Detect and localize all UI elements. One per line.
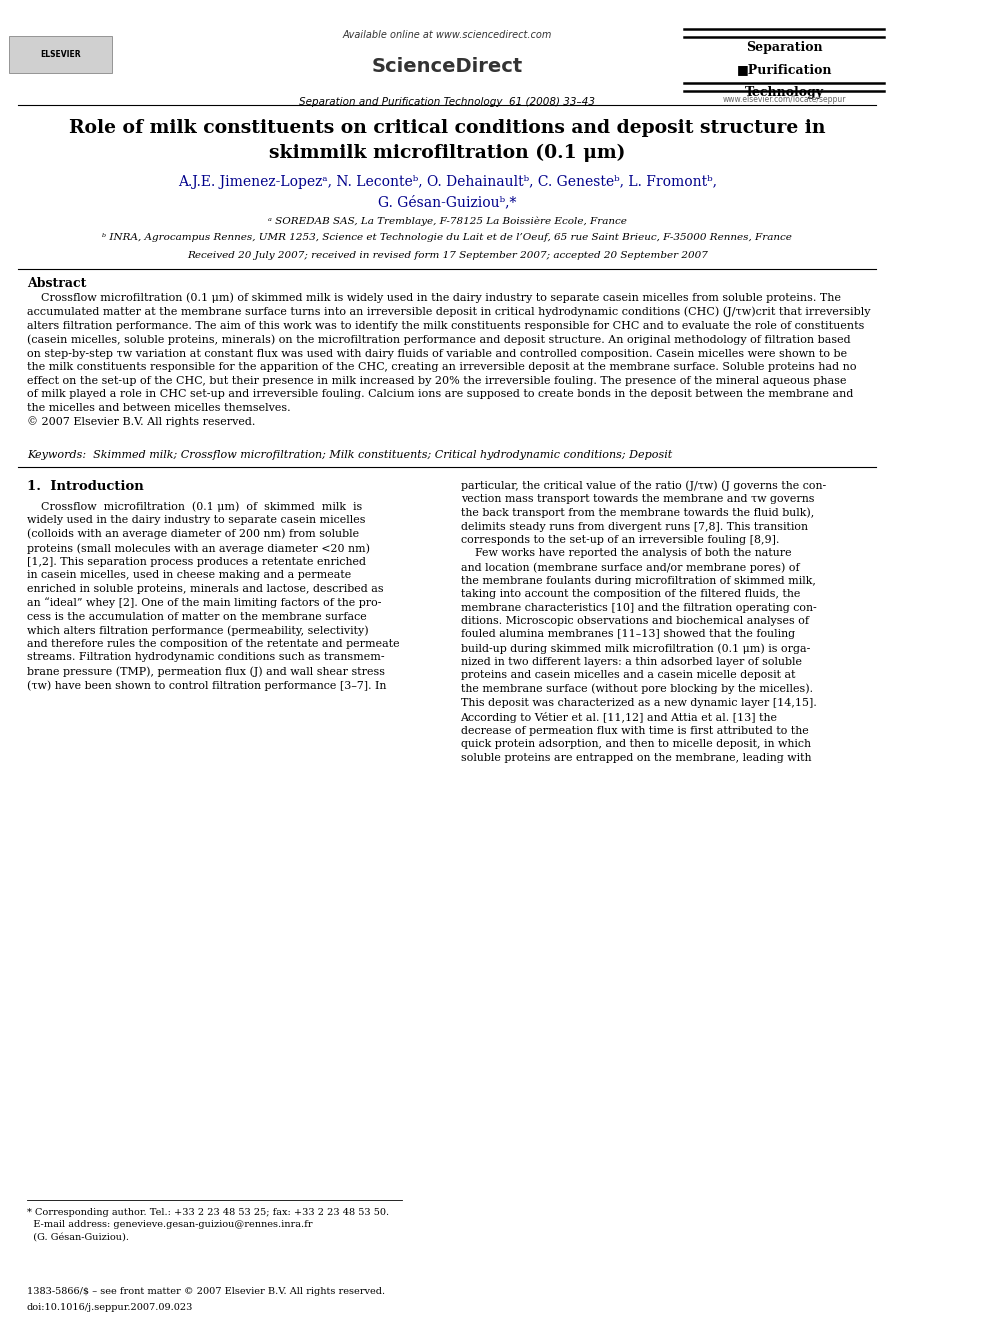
Text: ■Purification: ■Purification — [736, 64, 832, 77]
Text: A.J.E. Jimenez-Lopezᵃ, N. Leconteᵇ, O. Dehainaultᵇ, C. Genesteᵇ, L. Fromontᵇ,
G.: A.J.E. Jimenez-Lopezᵃ, N. Leconteᵇ, O. D… — [178, 175, 716, 209]
Text: 1.  Introduction: 1. Introduction — [27, 480, 144, 493]
Text: ELSEVIER: ELSEVIER — [41, 50, 81, 58]
FancyBboxPatch shape — [9, 36, 112, 73]
Text: www.elsevier.com/locate/seppur: www.elsevier.com/locate/seppur — [722, 95, 846, 105]
Text: Keywords:  Skimmed milk; Crossflow microfiltration; Milk constituents; Critical : Keywords: Skimmed milk; Crossflow microf… — [27, 450, 672, 460]
Text: Received 20 July 2007; received in revised form 17 September 2007; accepted 20 S: Received 20 July 2007; received in revis… — [186, 251, 707, 261]
Text: 1383-5866/$ – see front matter © 2007 Elsevier B.V. All rights reserved.: 1383-5866/$ – see front matter © 2007 El… — [27, 1287, 385, 1297]
Text: doi:10.1016/j.seppur.2007.09.023: doi:10.1016/j.seppur.2007.09.023 — [27, 1303, 193, 1312]
Text: * Corresponding author. Tel.: +33 2 23 48 53 25; fax: +33 2 23 48 53 50.
  E-mai: * Corresponding author. Tel.: +33 2 23 4… — [27, 1208, 389, 1241]
Text: particular, the critical value of the ratio (J/τw) (J governs the con-
vection m: particular, the critical value of the ra… — [460, 480, 825, 762]
Text: Available online at www.sciencedirect.com: Available online at www.sciencedirect.co… — [342, 30, 552, 41]
Text: ᵃ SOREDAB SAS, La Tremblaye, F-78125 La Boissière Ecole, France: ᵃ SOREDAB SAS, La Tremblaye, F-78125 La … — [268, 217, 627, 226]
Text: Crossflow  microfiltration  (0.1 μm)  of  skimmed  milk  is
widely used in the d: Crossflow microfiltration (0.1 μm) of sk… — [27, 501, 400, 691]
Text: Role of milk constituents on critical conditions and deposit structure in
skimmi: Role of milk constituents on critical co… — [68, 119, 825, 163]
Text: Abstract: Abstract — [27, 277, 86, 290]
Text: ᵇ INRA, Agrocampus Rennes, UMR 1253, Science et Technologie du Lait et de l’Oeuf: ᵇ INRA, Agrocampus Rennes, UMR 1253, Sci… — [102, 233, 792, 242]
Text: Crossflow microfiltration (0.1 μm) of skimmed milk is widely used in the dairy i: Crossflow microfiltration (0.1 μm) of sk… — [27, 292, 870, 427]
Text: Separation and Purification Technology  61 (2008) 33–43: Separation and Purification Technology 6… — [300, 97, 595, 107]
Text: Separation: Separation — [746, 41, 822, 54]
Text: Technology: Technology — [745, 86, 823, 99]
Text: ScienceDirect: ScienceDirect — [371, 57, 523, 75]
